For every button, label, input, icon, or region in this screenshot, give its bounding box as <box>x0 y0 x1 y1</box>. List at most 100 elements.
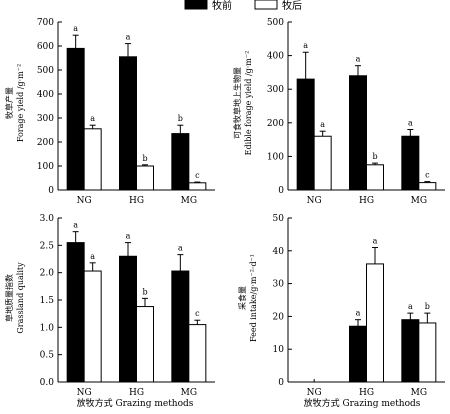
bar-after-hg <box>366 164 384 191</box>
legend-swatch-after <box>254 0 278 10</box>
bar-before-hg <box>119 56 137 191</box>
significance-letter: a <box>356 309 361 318</box>
y-tick-label: 0 <box>278 378 284 388</box>
x-tick-label: HG <box>129 388 144 398</box>
bar-after-mg <box>418 182 437 191</box>
y-tick-label: 200 <box>37 138 54 148</box>
bar-before-hg <box>349 75 367 191</box>
bar-after-hg <box>136 306 154 383</box>
ylabel-en-1: Edible forage yield /g·m⁻² <box>244 51 253 156</box>
y-tick-label: 100 <box>267 152 284 162</box>
y-tick-label: 30 <box>273 280 285 290</box>
ylabel-cn-2: 草地质量指数 <box>4 274 14 322</box>
y-tick-label: 2.0 <box>40 269 55 279</box>
y-tick-label: 40 <box>273 247 285 257</box>
bar-after-hg <box>366 263 384 383</box>
y-tick-label: 200 <box>267 119 284 129</box>
y-tick-label: 0.0 <box>40 378 55 388</box>
y-tick-label: 500 <box>267 18 284 28</box>
significance-letter: b <box>425 302 430 311</box>
y-tick-label: 20 <box>273 312 285 322</box>
y-tick-label: 0.5 <box>40 351 55 361</box>
significance-letter: b <box>372 152 377 161</box>
y-tick-label: 500 <box>37 66 54 76</box>
panel-feed-intake: 0 10 20 30 40 50 NG HG a a MG a b <box>273 214 445 398</box>
y-tick-label: 50 <box>273 214 285 224</box>
y-tick-label: 400 <box>37 90 54 100</box>
ylabel-cn-0: 牧草产量 <box>4 87 14 119</box>
x-tick-label: HG <box>359 196 374 206</box>
xtitle-right: 放牧方式 Grazing methods <box>304 397 421 409</box>
significance-letter: c <box>195 309 200 318</box>
y-tick-label: 300 <box>37 114 54 124</box>
bar-before-ng <box>296 78 315 191</box>
x-tick-label: HG <box>359 388 374 398</box>
y-tick-label: 600 <box>37 42 54 52</box>
y-tick-label: 400 <box>267 52 284 62</box>
legend-label-before: 牧前 <box>212 0 232 12</box>
bar-after-hg <box>136 165 154 191</box>
significance-letter: a <box>373 237 378 246</box>
bar-before-mg <box>401 135 420 191</box>
y-tick-label: 0 <box>48 186 54 196</box>
ylabel-en-2: Grassland quality <box>16 262 25 334</box>
panel-forage-yield: 0 100 200 300 400 500 600 700 NG a a HG a b MG b c <box>37 18 215 206</box>
significance-letter: a <box>356 55 361 64</box>
x-tick-label: HG <box>129 196 144 206</box>
y-tick-label: 100 <box>37 162 54 172</box>
significance-letter: a <box>408 119 413 128</box>
significance-letter: a <box>320 120 325 129</box>
y-tick-label: 2.5 <box>40 241 55 251</box>
xtitle-left: 放牧方式 Grazing methods <box>77 397 194 409</box>
bar-after-ng <box>313 135 332 191</box>
x-tick-label: MG <box>181 388 197 398</box>
x-tick-label: NG <box>307 388 322 398</box>
legend-swatch-before <box>184 0 208 10</box>
panel-grassland-quality: 0.0 0.5 1.0 1.5 2.0 2.5 3.0 NG a a HG a b MG a c <box>40 214 215 398</box>
x-tick-label: NG <box>77 388 92 398</box>
legend-label-after: 牧后 <box>282 0 302 12</box>
bar-before-ng <box>66 47 85 191</box>
bar-before-ng <box>66 242 85 383</box>
significance-letter: a <box>73 221 78 230</box>
bar-after-ng <box>83 270 102 383</box>
ylabel-en-3: Feed intake/g·m⁻²·d⁻¹ <box>249 254 258 342</box>
significance-letter: a <box>178 244 183 253</box>
ylabel-cn-1: 可食牧草地上生物量 <box>232 67 242 139</box>
legend: 牧前 牧后 <box>184 0 302 12</box>
y-tick-label: 300 <box>267 85 284 95</box>
significance-letter: c <box>425 171 430 180</box>
significance-letter: b <box>142 287 147 296</box>
x-tick-label: MG <box>411 388 427 398</box>
significance-letter: a <box>126 33 131 42</box>
x-tick-label: MG <box>411 196 427 206</box>
y-tick-label: 1.5 <box>40 296 55 306</box>
bar-after-mg <box>188 324 207 383</box>
x-tick-label: NG <box>307 196 322 206</box>
ylabel-cn-3: 采食量 <box>237 286 247 310</box>
y-tick-label: 1.0 <box>40 323 55 333</box>
significance-letter: a <box>408 302 413 311</box>
bar-after-ng <box>83 128 102 191</box>
significance-letter: a <box>303 41 308 50</box>
significance-letter: b <box>178 114 183 123</box>
ylabel-en-0: Forage yield /g·m⁻² <box>16 64 25 142</box>
significance-letter: a <box>73 24 78 33</box>
y-tick-label: 0 <box>278 186 284 196</box>
y-tick-label: 10 <box>273 345 285 355</box>
bar-after-mg <box>188 182 207 191</box>
y-tick-label: 700 <box>37 18 54 28</box>
bar-before-hg <box>349 325 367 383</box>
bar-before-mg <box>171 133 190 191</box>
significance-letter: a <box>126 232 131 241</box>
panel-edible-forage-yield: 0 100 200 300 400 500 NG a a HG a b MG a c <box>267 18 445 206</box>
bar-after-mg <box>418 322 437 383</box>
y-tick-label: 3.0 <box>40 214 55 224</box>
significance-letter: a <box>90 252 95 261</box>
x-tick-label: NG <box>77 196 92 206</box>
bar-before-mg <box>171 270 190 383</box>
x-tick-label: MG <box>181 196 197 206</box>
bar-before-mg <box>401 319 420 383</box>
